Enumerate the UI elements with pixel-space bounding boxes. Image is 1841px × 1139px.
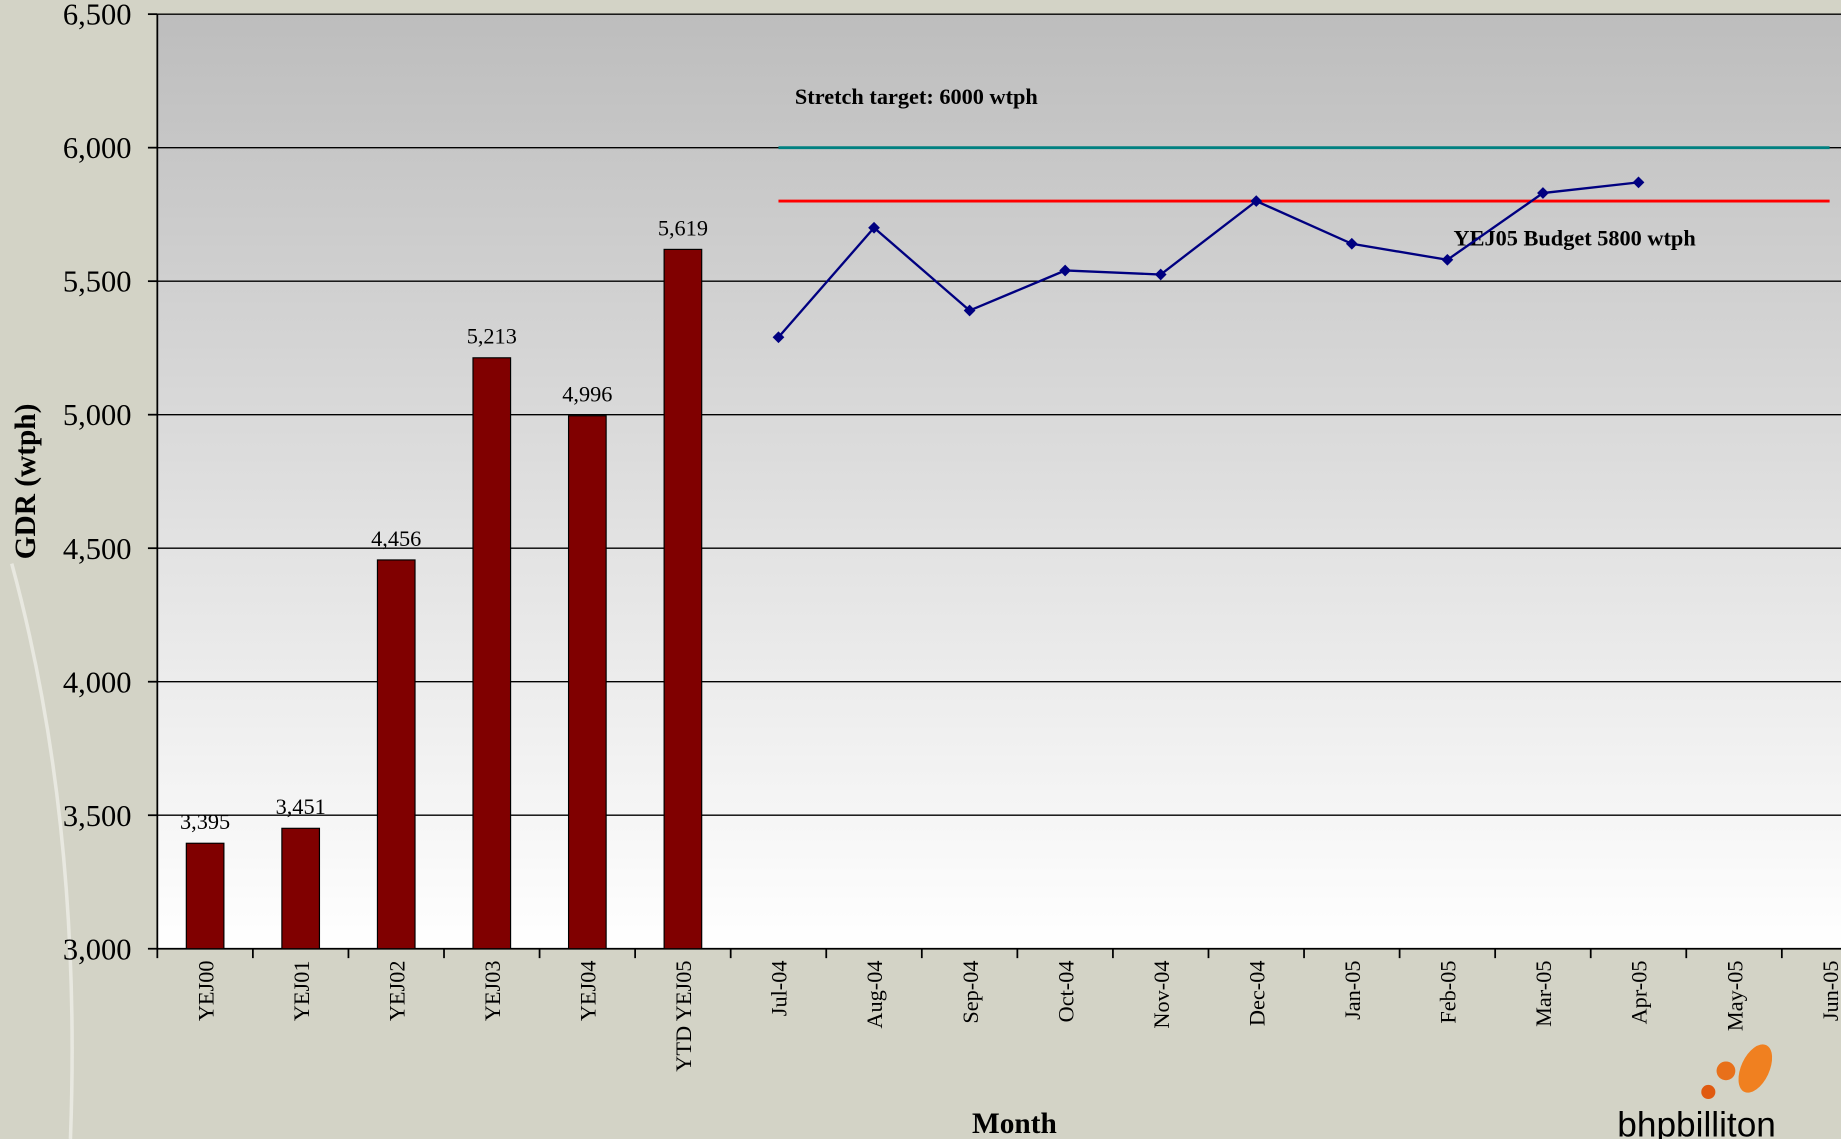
y-axis-label: GDR (wtph) — [10, 404, 42, 560]
x-tick-label: Apr-05 — [1627, 960, 1652, 1024]
x-tick-label: YTD YEJ05 — [671, 960, 696, 1071]
data-label: 3,395 — [180, 809, 230, 834]
x-tick-label: Feb-05 — [1436, 960, 1461, 1023]
annotation: Stretch target: 6000 wtph — [795, 84, 1039, 109]
marker — [1632, 176, 1645, 189]
bar — [472, 357, 512, 950]
plot-area — [157, 14, 1841, 949]
bar — [281, 827, 321, 950]
y-tick-label: 4,000 — [63, 665, 132, 699]
logo: bhpbilliton — [1617, 1044, 1776, 1139]
x-tick-label: Aug-04 — [862, 960, 887, 1028]
y-tick-label: 4,500 — [63, 532, 132, 566]
x-tick-label: YEJ03 — [480, 960, 505, 1021]
bar — [663, 248, 703, 950]
marker — [868, 221, 880, 234]
data-label: 4,456 — [371, 526, 421, 551]
x-tick-label: Jun-05 — [1818, 960, 1841, 1021]
x-tick-label: Jul-04 — [767, 960, 792, 1016]
y-tick-label: 5,000 — [63, 398, 132, 432]
x-tick-label: Sep-04 — [958, 960, 983, 1023]
x-tick-label: Mar-05 — [1531, 960, 1556, 1026]
marker — [1537, 187, 1549, 199]
x-tick-label: Jan-05 — [1340, 960, 1365, 1019]
x-tick-label: YEJ02 — [384, 960, 409, 1021]
decoration — [10, 563, 74, 1139]
y-tick-label: 6,000 — [63, 131, 132, 165]
line — [777, 181, 1639, 339]
y-tick-label: 5,500 — [63, 265, 132, 299]
x-tick-label: YEJ01 — [289, 960, 314, 1021]
logo-text: bhpbilliton — [1617, 1106, 1776, 1139]
marker — [1154, 268, 1167, 281]
marker — [1345, 237, 1358, 250]
x-tick-label: Dec-04 — [1244, 960, 1269, 1026]
y-tick-label: 6,500 — [63, 0, 132, 32]
annotation: YEJ05 Budget 5800 wtph — [1454, 226, 1697, 251]
marker — [1059, 264, 1072, 277]
bar — [567, 415, 607, 950]
bar — [376, 559, 416, 950]
y-tick-label: 3,000 — [63, 932, 132, 966]
x-tick-label: Oct-04 — [1053, 960, 1078, 1022]
marker — [772, 331, 785, 344]
bar — [185, 842, 225, 950]
data-label: 4,996 — [562, 382, 612, 407]
data-label: 5,213 — [467, 324, 517, 349]
x-axis-label: Month — [972, 1108, 1057, 1139]
marker — [1250, 195, 1263, 207]
data-label: 3,451 — [276, 794, 326, 819]
data-label: 5,619 — [658, 215, 708, 240]
x-tick-label: May-05 — [1722, 960, 1747, 1031]
x-tick-label: YEJ04 — [576, 960, 601, 1021]
y-tick-label: 3,500 — [63, 799, 132, 833]
x-tick-label: Nov-04 — [1149, 960, 1174, 1028]
marker — [963, 304, 976, 317]
x-tick-label: YEJ00 — [193, 960, 218, 1021]
marker — [1441, 253, 1454, 266]
